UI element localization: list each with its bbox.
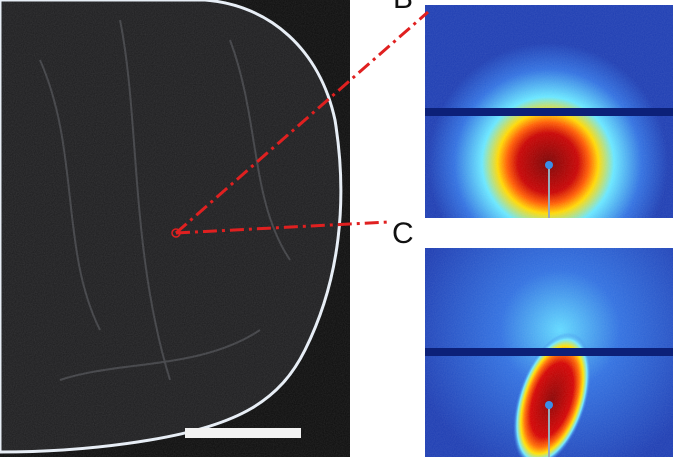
scale-bar bbox=[185, 428, 301, 438]
page: B C (() => { const data = JSON.parse(doc… bbox=[0, 0, 673, 457]
pattern-bottom bbox=[425, 248, 673, 457]
panel-label: B bbox=[393, 0, 413, 15]
panel-label: C bbox=[392, 217, 414, 250]
pattern-top bbox=[425, 5, 673, 218]
figure: B C bbox=[0, 0, 673, 457]
